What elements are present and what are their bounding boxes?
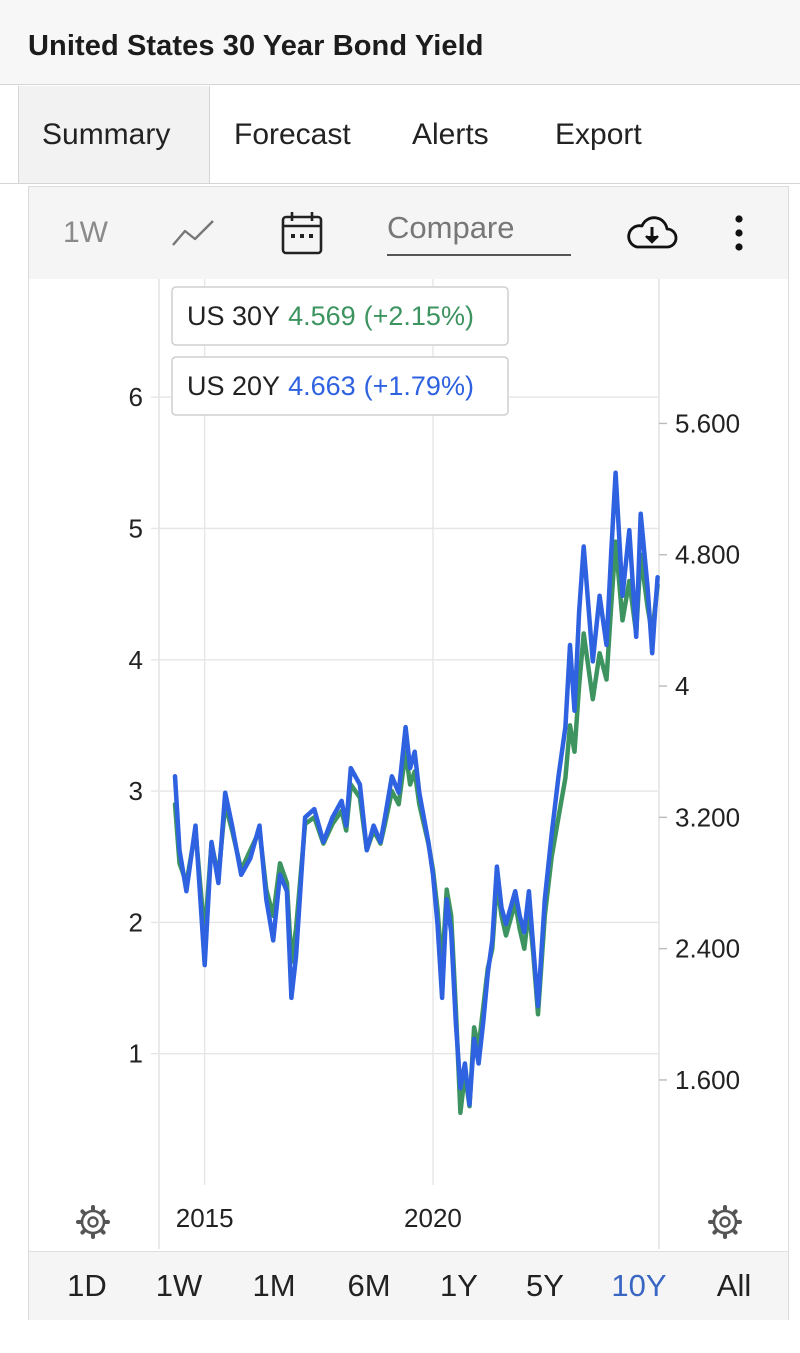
more-vertical-icon[interactable]	[729, 187, 749, 279]
y-left-tick-label: 3	[129, 776, 143, 806]
tab-bar: Summary Forecast Alerts Export	[0, 86, 800, 184]
line-chart-icon[interactable]	[169, 187, 217, 279]
settings-left-gear-icon[interactable]	[76, 1205, 110, 1239]
cloud-download-icon[interactable]	[623, 187, 679, 279]
axes: 1 2 3 4 5 6 1.600 2.400 3.200 4 4.800 5.600 2015 2020	[129, 382, 741, 1233]
y-left-tick-label: 5	[129, 513, 143, 543]
legend-us30y-text: US 30Y 4.569 (+2.15%)	[187, 301, 474, 331]
x-tick-label: 2015	[176, 1203, 234, 1233]
period-6m[interactable]: 6M	[347, 1268, 391, 1303]
interval-selector[interactable]: 1W	[63, 216, 108, 249]
y-left-tick-label: 2	[129, 907, 143, 937]
page-title: United States 30 Year Bond Yield	[28, 30, 484, 62]
legend-us20y-change: (+1.79%)	[364, 371, 474, 401]
tab-alerts[interactable]: Alerts	[412, 118, 489, 151]
y-left-tick-label: 4	[129, 645, 143, 675]
legend-us20y-text: US 20Y 4.663 (+1.79%)	[187, 371, 474, 401]
settings-right-gear-icon[interactable]	[708, 1205, 742, 1239]
legend-us30y-change: (+2.15%)	[364, 301, 474, 331]
y-right-tick-label: 3.200	[675, 802, 740, 832]
legend-us30y-value: 4.569	[288, 301, 356, 331]
calendar-icon[interactable]	[279, 187, 325, 279]
y-right-tick-label: 5.600	[675, 408, 740, 438]
legend-us20y-value: 4.663	[288, 371, 356, 401]
legend-us30y: US 30Y 4.569 (+2.15%)	[171, 286, 509, 346]
series-line-us-30y	[172, 539, 660, 1116]
chart-card: 1W Compare	[28, 186, 789, 1320]
series-line-us-20y	[172, 470, 660, 1107]
x-tick-label: 2020	[404, 1203, 462, 1233]
period-1w[interactable]: 1W	[155, 1268, 203, 1303]
y-right-tick-label: 4.800	[675, 540, 740, 570]
tab-summary[interactable]: Summary	[18, 86, 210, 183]
series-lines	[172, 470, 660, 1116]
period-10y[interactable]: 10Y	[611, 1268, 667, 1303]
tab-forecast[interactable]: Forecast	[234, 118, 351, 151]
period-all[interactable]: All	[716, 1268, 752, 1303]
y-right-tick-label: 4	[675, 671, 689, 701]
period-1d[interactable]: 1D	[67, 1268, 107, 1303]
period-5y[interactable]: 5Y	[526, 1268, 564, 1303]
compare-label: Compare	[387, 210, 571, 256]
legend-us20y-name: US 20Y	[187, 371, 280, 401]
period-1y[interactable]: 1Y	[440, 1268, 478, 1303]
y-right-tick-label: 1.600	[675, 1065, 740, 1095]
y-left-tick-label: 1	[129, 1039, 143, 1069]
chart-plot: 1 2 3 4 5 6 1.600 2.400 3.200 4 4.800 5.600 2015 2020…	[76, 279, 742, 1249]
tab-export[interactable]: Export	[555, 118, 642, 151]
chart-toolbar: 1W Compare	[29, 187, 788, 279]
period-1m[interactable]: 1M	[252, 1268, 296, 1303]
compare-field[interactable]: Compare	[387, 187, 571, 279]
legend-us30y-name: US 30Y	[187, 301, 280, 331]
y-right-tick-label: 2.400	[675, 934, 740, 964]
y-left-tick-label: 6	[129, 382, 143, 412]
title-bar: United States 30 Year Bond Yield	[0, 0, 800, 85]
legend-us20y: US 20Y 4.663 (+1.79%)	[171, 356, 509, 416]
period-selector: 1D 1W 1M 6M 1Y 5Y 10Y All	[29, 1251, 788, 1320]
